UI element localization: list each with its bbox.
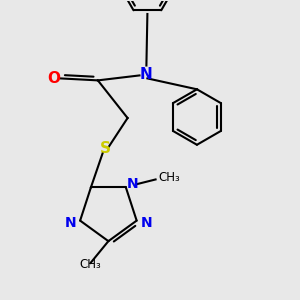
Text: N: N: [141, 216, 152, 230]
Text: N: N: [127, 177, 139, 191]
Text: N: N: [140, 67, 153, 82]
Text: N: N: [64, 216, 76, 230]
Text: O: O: [47, 71, 60, 86]
Text: CH₃: CH₃: [80, 258, 101, 271]
Text: CH₃: CH₃: [159, 171, 180, 184]
Text: S: S: [100, 141, 111, 156]
